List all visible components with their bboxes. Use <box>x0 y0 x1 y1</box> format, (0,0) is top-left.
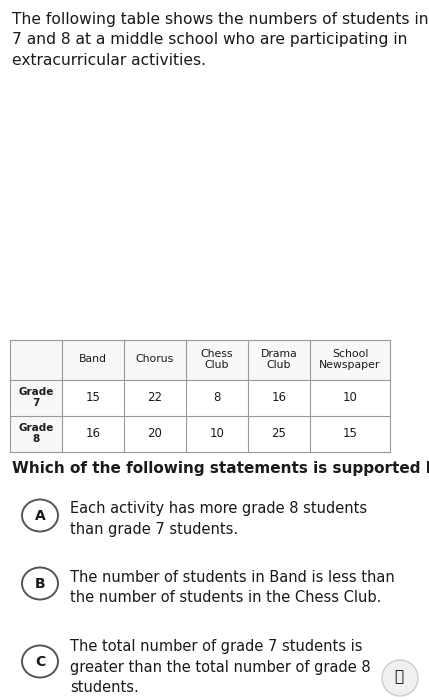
Text: 10: 10 <box>343 391 357 404</box>
Text: Band: Band <box>79 354 107 365</box>
Text: 15: 15 <box>343 427 357 440</box>
Text: Drama
Club: Drama Club <box>261 349 297 370</box>
Text: 8: 8 <box>213 391 221 404</box>
Bar <box>10 416 62 452</box>
Text: B: B <box>35 577 45 591</box>
Text: The following table shows the numbers of students in grades
7 and 8 at a middle : The following table shows the numbers of… <box>12 12 429 68</box>
Ellipse shape <box>22 568 58 599</box>
Text: Chess
Club: Chess Club <box>201 349 233 370</box>
Text: 16: 16 <box>272 391 287 404</box>
Text: 10: 10 <box>209 427 224 440</box>
Text: Chorus: Chorus <box>136 354 174 365</box>
Bar <box>10 340 390 452</box>
Text: 20: 20 <box>148 427 163 440</box>
Text: Grade
7: Grade 7 <box>18 387 54 408</box>
Text: The total number of grade 7 students is
greater than the total number of grade 8: The total number of grade 7 students is … <box>70 640 371 695</box>
Text: Which of the following statements is supported by the table?: Which of the following statements is sup… <box>12 461 429 477</box>
Text: 22: 22 <box>148 391 163 404</box>
Bar <box>10 340 390 379</box>
Text: Grade
8: Grade 8 <box>18 423 54 444</box>
Ellipse shape <box>22 645 58 678</box>
Text: 16: 16 <box>85 427 100 440</box>
Circle shape <box>382 660 418 696</box>
Text: A: A <box>35 508 45 522</box>
Text: The number of students in Band is less than
the number of students in the Chess : The number of students in Band is less t… <box>70 570 395 605</box>
Text: 25: 25 <box>272 427 287 440</box>
Text: School
Newspaper: School Newspaper <box>319 349 381 370</box>
Text: Each activity has more grade 8 students
than grade 7 students.: Each activity has more grade 8 students … <box>70 501 367 537</box>
Ellipse shape <box>22 500 58 531</box>
Text: 🖊: 🖊 <box>394 669 404 685</box>
Text: 15: 15 <box>85 391 100 404</box>
Text: C: C <box>35 654 45 668</box>
Bar <box>10 379 62 416</box>
